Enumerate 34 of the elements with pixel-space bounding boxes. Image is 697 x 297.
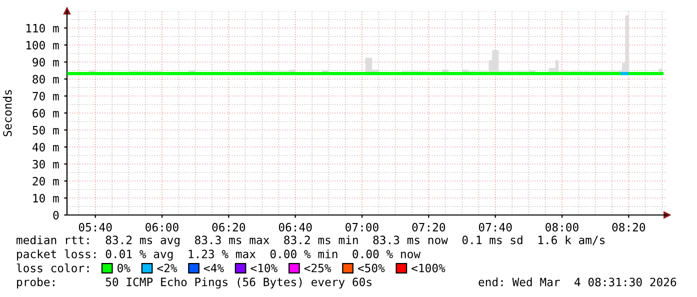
text: packet loss: 0.01 % avg 1.23 % max 0.00 % min 0.00 % now [17, 249, 421, 261]
y-tick-label: 30 m [32, 160, 59, 169]
y-tick-label: 80 m [32, 74, 59, 84]
y-tick-label: 10 m [33, 194, 59, 203]
x-tick-label: 07:40 [478, 222, 512, 232]
y-tick-label: 0 [53, 210, 59, 220]
y-axis-title: Seconds [2, 90, 12, 136]
x-tick-label: 06:00 [146, 222, 178, 232]
legend-label: 0% [118, 264, 130, 272]
x-tick-label: 06:20 [212, 222, 246, 232]
text: end: Wed Mar 4 08:31:30 2026 [478, 278, 676, 286]
y-tick-label: 40 m [32, 142, 59, 152]
y-tick-label: 70 m [32, 92, 59, 101]
legend-title: loss color: [16, 263, 89, 272]
x-tick-label: 06:40 [278, 222, 312, 232]
x-tick-label: 07:00 [346, 222, 378, 232]
x-tick-label: 08:00 [546, 222, 578, 232]
legend-label: <2% [157, 264, 178, 272]
legend-label: <100% [412, 264, 446, 272]
legend-label: <25% [304, 264, 332, 272]
legend-label: <10% [250, 264, 278, 272]
legend-label: <50% [358, 264, 385, 272]
y-tick-label: 110 m [26, 24, 59, 33]
y-tick-label: 100 m [26, 40, 59, 50]
text: median rtt: 83.2 ms avg 83.3 ms max 83.2 ms min 83.3 ms now 0.1 ms sd 1.6 k am/s [16, 235, 605, 247]
y-tick-label: 50 m [32, 126, 59, 135]
y-tick-label: 90 m [32, 58, 59, 67]
x-tick-label: 05:40 [78, 222, 112, 232]
text: probe: 50 ICMP Echo Pings (56 Bytes) every 60s [17, 277, 372, 289]
x-tick-label: 08:20 [612, 222, 646, 232]
y-tick-label: 20 m [32, 176, 59, 186]
legend-label: <4% [204, 264, 224, 272]
y-tick-label: 60 m [32, 108, 59, 118]
x-tick-label: 07:20 [412, 222, 446, 232]
